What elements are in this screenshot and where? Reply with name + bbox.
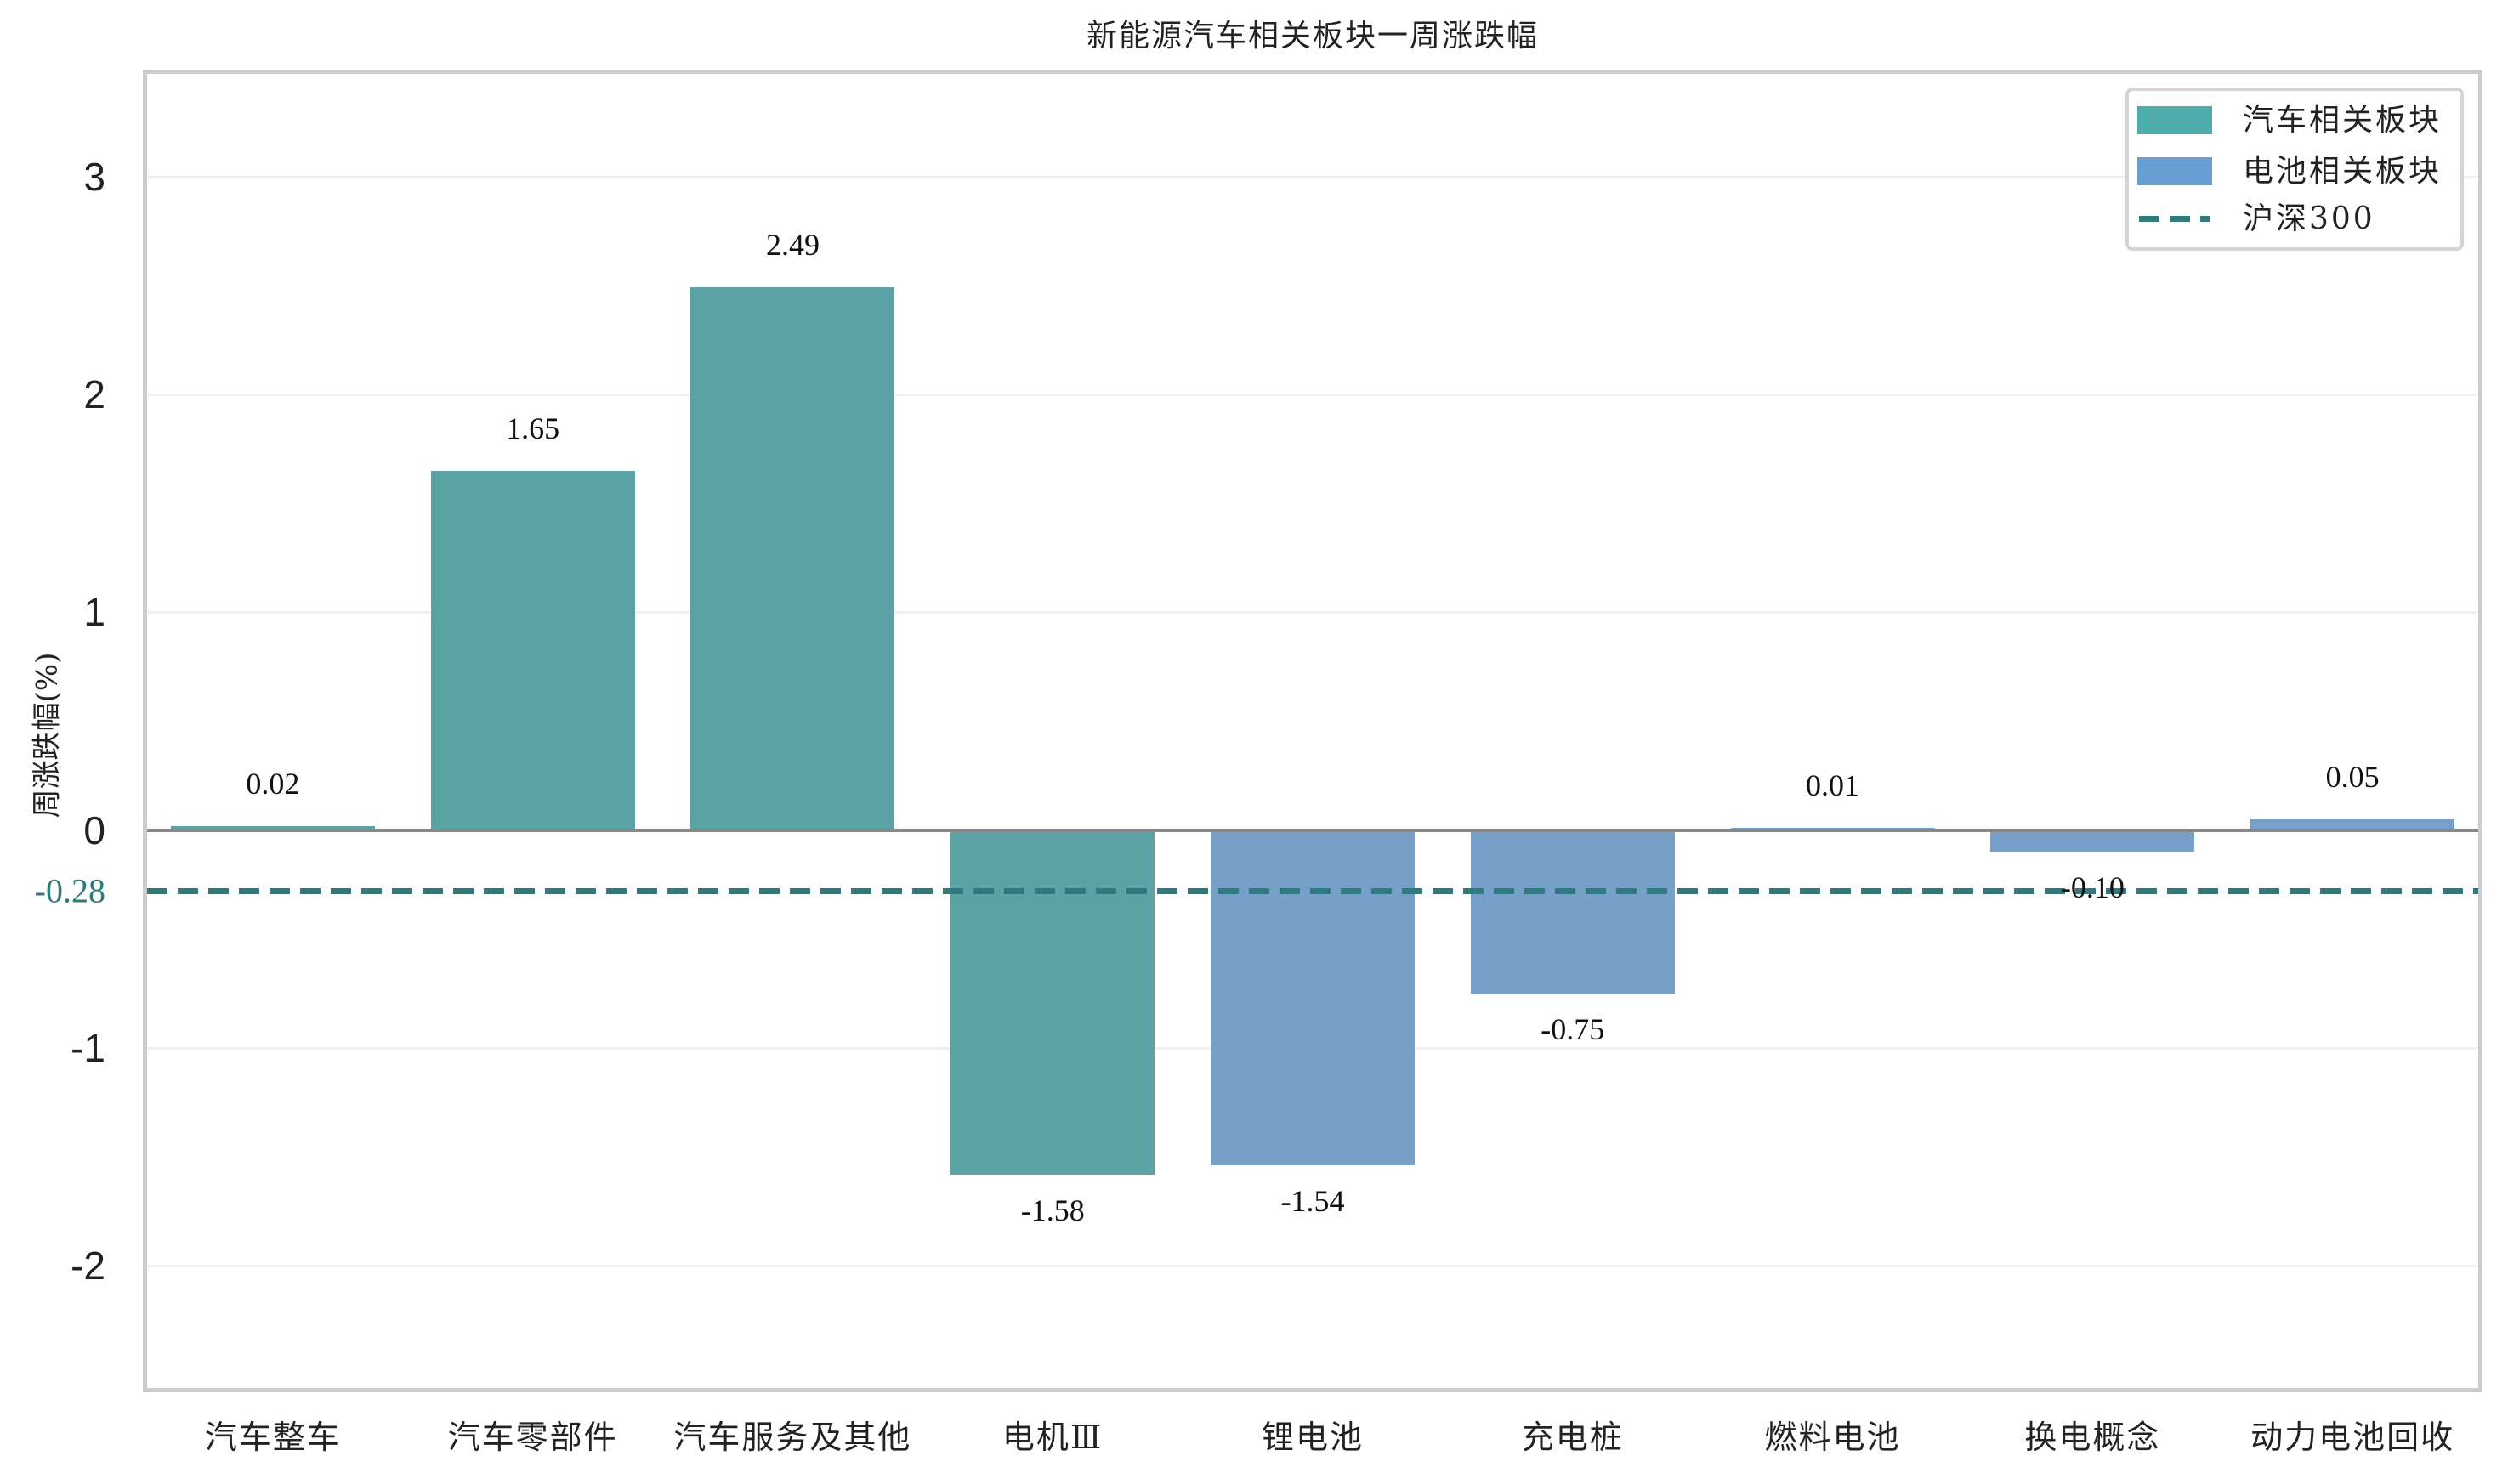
x-tick-label: 汽车服务及其他 bbox=[673, 1419, 912, 1456]
bar-value-label: -0.10 bbox=[2060, 870, 2125, 905]
bar-7 bbox=[1990, 830, 2195, 852]
legend-label-hs300: 沪深300 bbox=[2243, 201, 2375, 236]
bar-1 bbox=[430, 470, 635, 830]
bar-value-label: -0.75 bbox=[1541, 1011, 1605, 1046]
legend-swatch-auto-icon bbox=[2137, 106, 2212, 134]
gridline bbox=[147, 393, 2478, 396]
chart-title: 新能源汽车相关板块一周涨跌幅 bbox=[1086, 19, 1539, 54]
gridline bbox=[147, 1265, 2478, 1268]
plot-area bbox=[143, 70, 2482, 1392]
bar-value-label: 0.01 bbox=[1806, 768, 1860, 803]
hs300-reference-line bbox=[147, 888, 2478, 895]
x-tick-label: 锂电池 bbox=[1261, 1419, 1365, 1456]
x-tick-label: 燃料电池 bbox=[1764, 1419, 1901, 1456]
bar-4 bbox=[1210, 830, 1415, 1166]
legend-dashed-line-icon bbox=[2139, 216, 2210, 222]
y-tick-label: -2 bbox=[71, 1243, 105, 1289]
x-tick-label: 换电概念 bbox=[2024, 1419, 2161, 1456]
bar-value-label: -1.58 bbox=[1020, 1192, 1085, 1227]
legend-label-battery: 电池相关板块 bbox=[2243, 154, 2443, 189]
y-tick-label: 3 bbox=[83, 154, 105, 199]
bar-8 bbox=[2250, 818, 2455, 830]
bar-5 bbox=[1470, 830, 1675, 994]
zero-axis-line bbox=[147, 828, 2478, 832]
bar-value-label: 0.02 bbox=[246, 766, 300, 801]
legend-item-battery: 电池相关板块 bbox=[2129, 155, 2460, 189]
bar-value-label: 2.49 bbox=[765, 228, 820, 263]
y-axis-label: 周涨跌幅(%) bbox=[30, 652, 65, 818]
legend: 汽车相关板块 电池相关板块 沪深300 bbox=[2125, 88, 2464, 251]
gridline bbox=[147, 611, 2478, 615]
legend-item-auto: 汽车相关板块 bbox=[2129, 104, 2460, 138]
bar-value-label: -1.54 bbox=[1280, 1184, 1345, 1219]
bar-value-label: 0.05 bbox=[2325, 759, 2380, 794]
bar-2 bbox=[690, 287, 895, 830]
gridline bbox=[147, 175, 2478, 178]
bar-0 bbox=[170, 825, 375, 830]
y-tick-label: -1 bbox=[71, 1025, 105, 1070]
legend-item-hs300: 沪深300 bbox=[2129, 202, 2460, 236]
hs300-value-label: -0.28 bbox=[34, 871, 105, 910]
x-tick-label: 动力电池回收 bbox=[2250, 1419, 2455, 1456]
x-tick-label: 充电桩 bbox=[1521, 1419, 1624, 1456]
x-tick-label: 汽车零部件 bbox=[447, 1419, 618, 1456]
bar-value-label: 1.65 bbox=[506, 411, 560, 445]
bar-3 bbox=[950, 830, 1155, 1175]
y-tick-label: 0 bbox=[83, 807, 105, 852]
x-tick-label: 汽车整车 bbox=[204, 1419, 341, 1456]
legend-swatch-battery-icon bbox=[2137, 157, 2212, 185]
legend-label-auto: 汽车相关板块 bbox=[2243, 103, 2443, 138]
y-tick-label: 2 bbox=[83, 371, 105, 416]
y-tick-label: 1 bbox=[83, 590, 105, 635]
x-tick-label: 电机Ⅲ bbox=[1001, 1419, 1104, 1456]
